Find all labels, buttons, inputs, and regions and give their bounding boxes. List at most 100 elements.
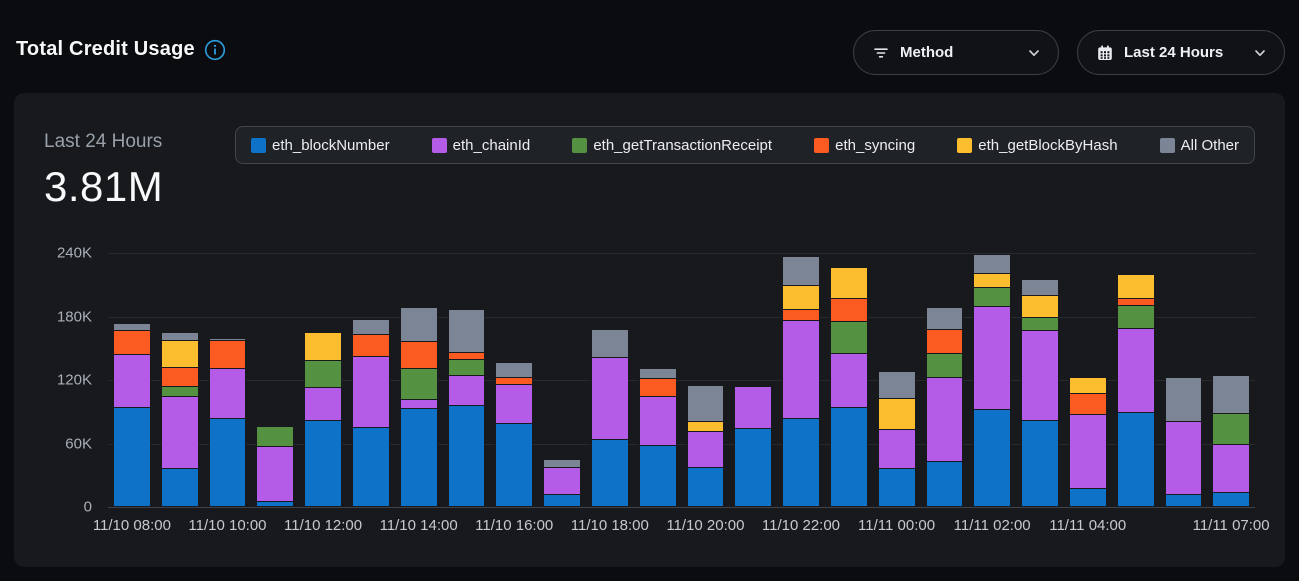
bar-stack[interactable]: [877, 370, 916, 506]
bar-segment-eth_chainId[interactable]: [877, 428, 916, 468]
bar-segment-eth_chainId[interactable]: [543, 466, 581, 495]
bar-segment-eth_getBlockByHash[interactable]: [1068, 376, 1107, 393]
bar-segment-eth_blockNumber[interactable]: [495, 423, 534, 506]
bar-segment-All Other[interactable]: [782, 256, 820, 285]
time-range-dropdown[interactable]: Last 24 Hours: [1077, 30, 1285, 75]
legend-item-All Other[interactable]: All Other: [1159, 137, 1239, 154]
bar-segment-eth_chainId[interactable]: [113, 353, 151, 407]
bar-segment-eth_blockNumber[interactable]: [543, 494, 581, 506]
bar-segment-eth_blockNumber[interactable]: [160, 467, 199, 506]
bar-stack[interactable]: [925, 307, 964, 506]
bar-segment-eth_syncing[interactable]: [829, 297, 868, 321]
bar-stack[interactable]: [160, 332, 199, 506]
bar-segment-eth_chainId[interactable]: [686, 430, 725, 467]
bar-stack[interactable]: [782, 256, 820, 506]
bar-segment-All Other[interactable]: [495, 362, 534, 377]
bar-segment-eth_chainId[interactable]: [495, 384, 534, 424]
bar-stack[interactable]: [447, 309, 486, 506]
bar-stack[interactable]: [638, 368, 677, 506]
bar-stack[interactable]: [304, 332, 342, 506]
bar-segment-eth_blockNumber[interactable]: [352, 426, 390, 506]
bar-segment-eth_getBlockByHash[interactable]: [686, 421, 725, 431]
bar-segment-eth_chainId[interactable]: [447, 374, 486, 406]
bar-stack[interactable]: [113, 322, 151, 506]
bar-segment-eth_blockNumber[interactable]: [1068, 488, 1107, 506]
bar-segment-eth_blockNumber[interactable]: [973, 408, 1012, 506]
legend-item-eth_chainId[interactable]: eth_chainId: [431, 137, 530, 154]
bar-segment-eth_getBlockByHash[interactable]: [304, 332, 342, 360]
bar-segment-eth_getBlockByHash[interactable]: [160, 339, 199, 368]
legend-item-eth_getBlockByHash[interactable]: eth_getBlockByHash: [957, 137, 1118, 154]
bar-stack[interactable]: [1021, 278, 1059, 506]
bar-segment-eth_getTransactionReceipt[interactable]: [1116, 304, 1155, 329]
bar-segment-All Other[interactable]: [543, 459, 581, 467]
bar-segment-All Other[interactable]: [447, 309, 486, 352]
bar-segment-eth_syncing[interactable]: [925, 329, 964, 353]
bar-segment-eth_syncing[interactable]: [638, 377, 677, 396]
bar-segment-eth_blockNumber[interactable]: [1212, 492, 1251, 506]
bar-stack[interactable]: [1116, 274, 1155, 506]
bar-segment-eth_getBlockByHash[interactable]: [1021, 295, 1059, 317]
bar-stack[interactable]: [352, 318, 390, 506]
bar-segment-eth_chainId[interactable]: [638, 395, 677, 445]
bar-segment-eth_syncing[interactable]: [352, 333, 390, 356]
bar-segment-eth_chainId[interactable]: [1068, 413, 1107, 489]
bar-segment-eth_chainId[interactable]: [160, 395, 199, 468]
bar-segment-eth_blockNumber[interactable]: [208, 418, 247, 506]
bar-segment-All Other[interactable]: [686, 385, 725, 422]
bar-segment-eth_blockNumber[interactable]: [256, 500, 295, 506]
bar-segment-eth_getBlockByHash[interactable]: [877, 398, 916, 429]
info-icon[interactable]: [204, 39, 226, 61]
bar-segment-eth_getBlockByHash[interactable]: [829, 266, 868, 298]
bar-segment-eth_blockNumber[interactable]: [734, 427, 773, 506]
bar-segment-eth_getBlockByHash[interactable]: [1116, 274, 1155, 298]
bar-segment-eth_blockNumber[interactable]: [686, 466, 725, 506]
bar-segment-eth_blockNumber[interactable]: [829, 406, 868, 506]
bar-segment-All Other[interactable]: [113, 322, 151, 331]
bar-segment-eth_chainId[interactable]: [1212, 443, 1251, 493]
bar-segment-eth_blockNumber[interactable]: [1021, 420, 1059, 506]
bar-segment-All Other[interactable]: [925, 307, 964, 330]
method-dropdown[interactable]: Method: [853, 30, 1059, 75]
bar-segment-eth_chainId[interactable]: [1116, 328, 1155, 412]
bar-segment-All Other[interactable]: [638, 368, 677, 378]
bar-segment-eth_chainId[interactable]: [1164, 421, 1203, 495]
bar-segment-eth_chainId[interactable]: [973, 305, 1012, 409]
legend-item-eth_syncing[interactable]: eth_syncing: [814, 137, 915, 154]
bar-stack[interactable]: [543, 459, 581, 506]
bar-segment-eth_getTransactionReceipt[interactable]: [256, 425, 295, 446]
bar-segment-eth_chainId[interactable]: [782, 319, 820, 419]
bar-stack[interactable]: [973, 254, 1012, 506]
bar-segment-eth_chainId[interactable]: [925, 376, 964, 461]
bar-segment-eth_getTransactionReceipt[interactable]: [447, 358, 486, 375]
bar-stack[interactable]: [829, 266, 868, 506]
bar-stack[interactable]: [590, 329, 629, 506]
bar-segment-eth_syncing[interactable]: [782, 309, 820, 320]
bar-stack[interactable]: [1164, 376, 1203, 506]
bar-segment-eth_syncing[interactable]: [113, 330, 151, 354]
bar-segment-eth_getTransactionReceipt[interactable]: [160, 386, 199, 396]
bar-segment-eth_getTransactionReceipt[interactable]: [925, 352, 964, 377]
bar-segment-eth_getBlockByHash[interactable]: [782, 284, 820, 310]
bar-segment-eth_chainId[interactable]: [304, 387, 342, 421]
legend-item-eth_blockNumber[interactable]: eth_blockNumber: [251, 137, 390, 154]
bar-segment-eth_blockNumber[interactable]: [1164, 494, 1203, 506]
bar-segment-eth_blockNumber[interactable]: [638, 444, 677, 506]
bar-segment-eth_blockNumber[interactable]: [782, 418, 820, 506]
bar-segment-All Other[interactable]: [208, 337, 247, 340]
bar-segment-All Other[interactable]: [352, 318, 390, 334]
bar-segment-eth_blockNumber[interactable]: [399, 407, 438, 506]
bar-segment-eth_blockNumber[interactable]: [113, 406, 151, 506]
bar-segment-eth_syncing[interactable]: [399, 340, 438, 369]
bar-segment-eth_getTransactionReceipt[interactable]: [1021, 316, 1059, 331]
bar-segment-eth_syncing[interactable]: [495, 376, 534, 385]
bar-segment-eth_syncing[interactable]: [447, 351, 486, 359]
bar-stack[interactable]: [399, 307, 438, 506]
bar-segment-eth_chainId[interactable]: [1021, 330, 1059, 421]
bar-stack[interactable]: [495, 362, 534, 506]
bar-segment-eth_blockNumber[interactable]: [304, 420, 342, 506]
bar-segment-eth_getTransactionReceipt[interactable]: [1212, 412, 1251, 444]
bar-stack[interactable]: [1212, 374, 1251, 506]
bar-segment-All Other[interactable]: [1021, 278, 1059, 296]
bar-segment-eth_getBlockByHash[interactable]: [973, 273, 1012, 287]
